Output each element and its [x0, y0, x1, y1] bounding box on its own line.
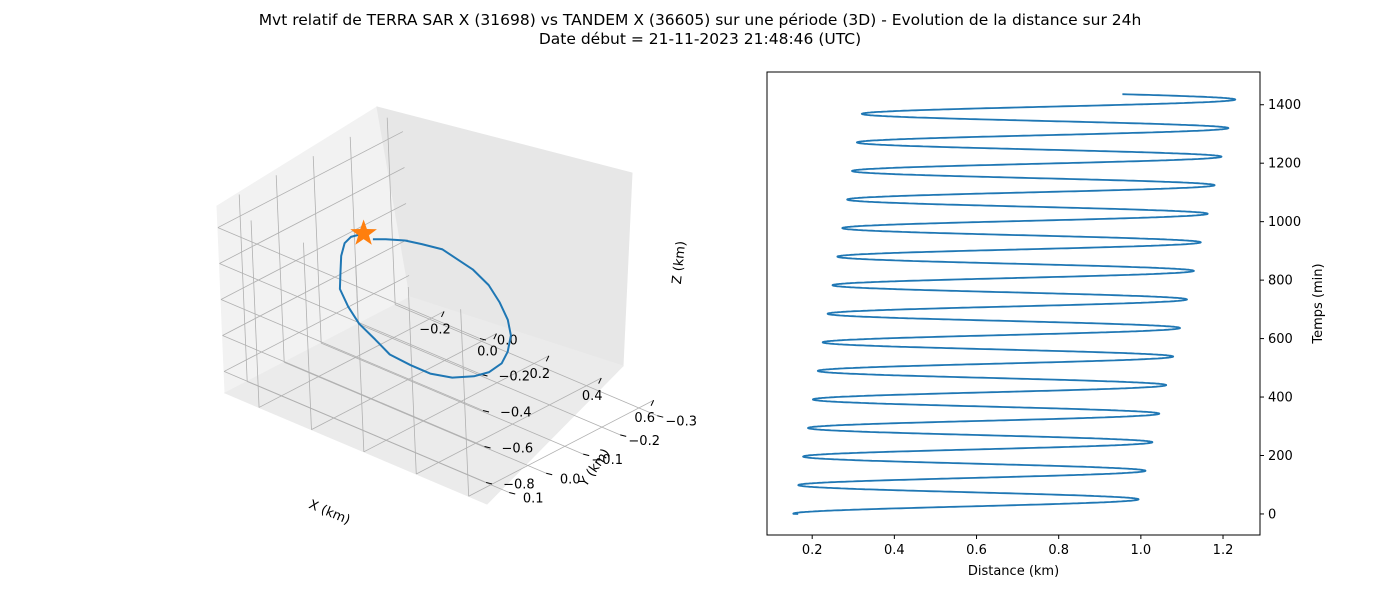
plot-distance-time: 0.2 0.4 0.6 0.8 1.0 1.2 0 200 400 600 800 1000 1200 1… — [766, 71, 1326, 579]
x-tick-label: 1.0 — [1131, 543, 1152, 558]
x-tick-label: 0.2 — [802, 543, 823, 558]
grid-line-x — [258, 311, 445, 408]
y-tick-label: 0 — [1268, 507, 1276, 522]
x-tick-mark — [545, 355, 550, 362]
grid-line-z — [217, 131, 404, 228]
x-tick-label: 0.4 — [884, 543, 905, 558]
distance-series-line — [792, 93, 1237, 515]
grid-line-z — [222, 239, 408, 336]
grid-line-x — [468, 399, 654, 497]
start-star-marker — [350, 219, 377, 245]
y-tick-label: 1200 — [1268, 157, 1301, 172]
pane-floor — [223, 296, 624, 505]
grid-line-z — [222, 335, 485, 447]
z-tick-mark — [482, 410, 490, 413]
x-tick-label: −0.2 — [419, 322, 451, 337]
y-tick-label: 1000 — [1268, 215, 1301, 230]
x-tick-label: 0.4 — [582, 389, 603, 404]
ticks-2d: 0.2 0.4 0.6 0.8 1.0 1.2 0 200 400 600 800 1000 1200 1… — [802, 98, 1301, 558]
y-tick-mark — [546, 472, 553, 476]
z-tick-mark — [485, 481, 493, 485]
z-tick-label: −0.6 — [502, 441, 534, 456]
x-axis-label-3d: X (km) — [306, 497, 352, 528]
y-tick-mark — [509, 491, 516, 495]
x-tick-label: 0.6 — [634, 411, 655, 426]
y-tick-mark — [583, 453, 590, 457]
grid-line-z — [220, 203, 407, 300]
y-tick-mark — [657, 415, 664, 418]
grid-line-y — [284, 361, 547, 474]
y-tick-label: −0.3 — [665, 415, 697, 430]
z-tick-label: 0.0 — [497, 334, 518, 349]
x-tick-label: 0.6 — [966, 543, 987, 558]
x-tick-label: 0.2 — [530, 367, 551, 382]
z-axis-label-3d: Z (km) — [670, 240, 689, 285]
x-tick-mark — [441, 311, 445, 318]
title-line-1: Mvt relatif de TERRA SAR X (31698) vs TA… — [259, 11, 1142, 29]
plot-3d-trajectory: −0.20.00.20.40.6 −0.3−0.2−0.10.00.1−0.8−0… — [216, 106, 697, 528]
z-tick-label: −0.8 — [503, 477, 535, 492]
y-tick-label: −0.1 — [591, 453, 623, 468]
grid-line-z — [219, 263, 482, 375]
y-tick-label: 600 — [1268, 332, 1293, 347]
y-tick-label: 1400 — [1268, 98, 1301, 113]
y-tick-label: 200 — [1268, 449, 1293, 464]
y-tick-label: −0.2 — [628, 434, 660, 449]
grid-line-z — [223, 371, 487, 483]
x-tick-label: 0.8 — [1048, 543, 1069, 558]
grid-line-z — [220, 299, 484, 411]
x-tick-mark — [598, 377, 602, 384]
grid-line-x — [363, 355, 550, 453]
z-tick-label: −0.4 — [500, 406, 532, 421]
grid-line-y — [395, 304, 658, 417]
ticks-3d: −0.20.00.20.40.6 −0.3−0.2−0.10.00.1−0.8−0… — [419, 311, 697, 506]
x-tick-mark — [493, 333, 497, 340]
trajectory-3d-line — [338, 232, 512, 379]
x-tick-label: 1.2 — [1213, 543, 1234, 558]
z-tick-mark — [484, 445, 491, 449]
grid-line-y — [321, 342, 584, 455]
title-line-2: Date début = 21-11-2023 21:48:46 (UTC) — [539, 30, 861, 48]
grid-line-z — [219, 167, 405, 264]
x-tick-mark — [650, 400, 655, 406]
grid-line-z — [217, 227, 481, 339]
z-tick-mark — [479, 338, 487, 341]
grid-line-z — [223, 275, 410, 372]
y-tick-label: 800 — [1268, 274, 1293, 289]
y-axis-label: Temps (min) — [1311, 263, 1326, 344]
z-tick-label: −0.2 — [498, 370, 530, 385]
grid-3d — [217, 117, 658, 497]
grid-line-x — [416, 377, 602, 475]
y-tick-label: 0.0 — [560, 472, 581, 487]
grid-line-x — [311, 333, 497, 430]
y-tick-label: 0.1 — [523, 491, 544, 506]
x-axis-label: Distance (km) — [968, 564, 1059, 579]
x-tick-label: 0.0 — [477, 345, 498, 360]
grid-line-y — [358, 323, 621, 436]
y-tick-mark — [620, 434, 627, 437]
y-tick-label: 400 — [1268, 391, 1293, 406]
